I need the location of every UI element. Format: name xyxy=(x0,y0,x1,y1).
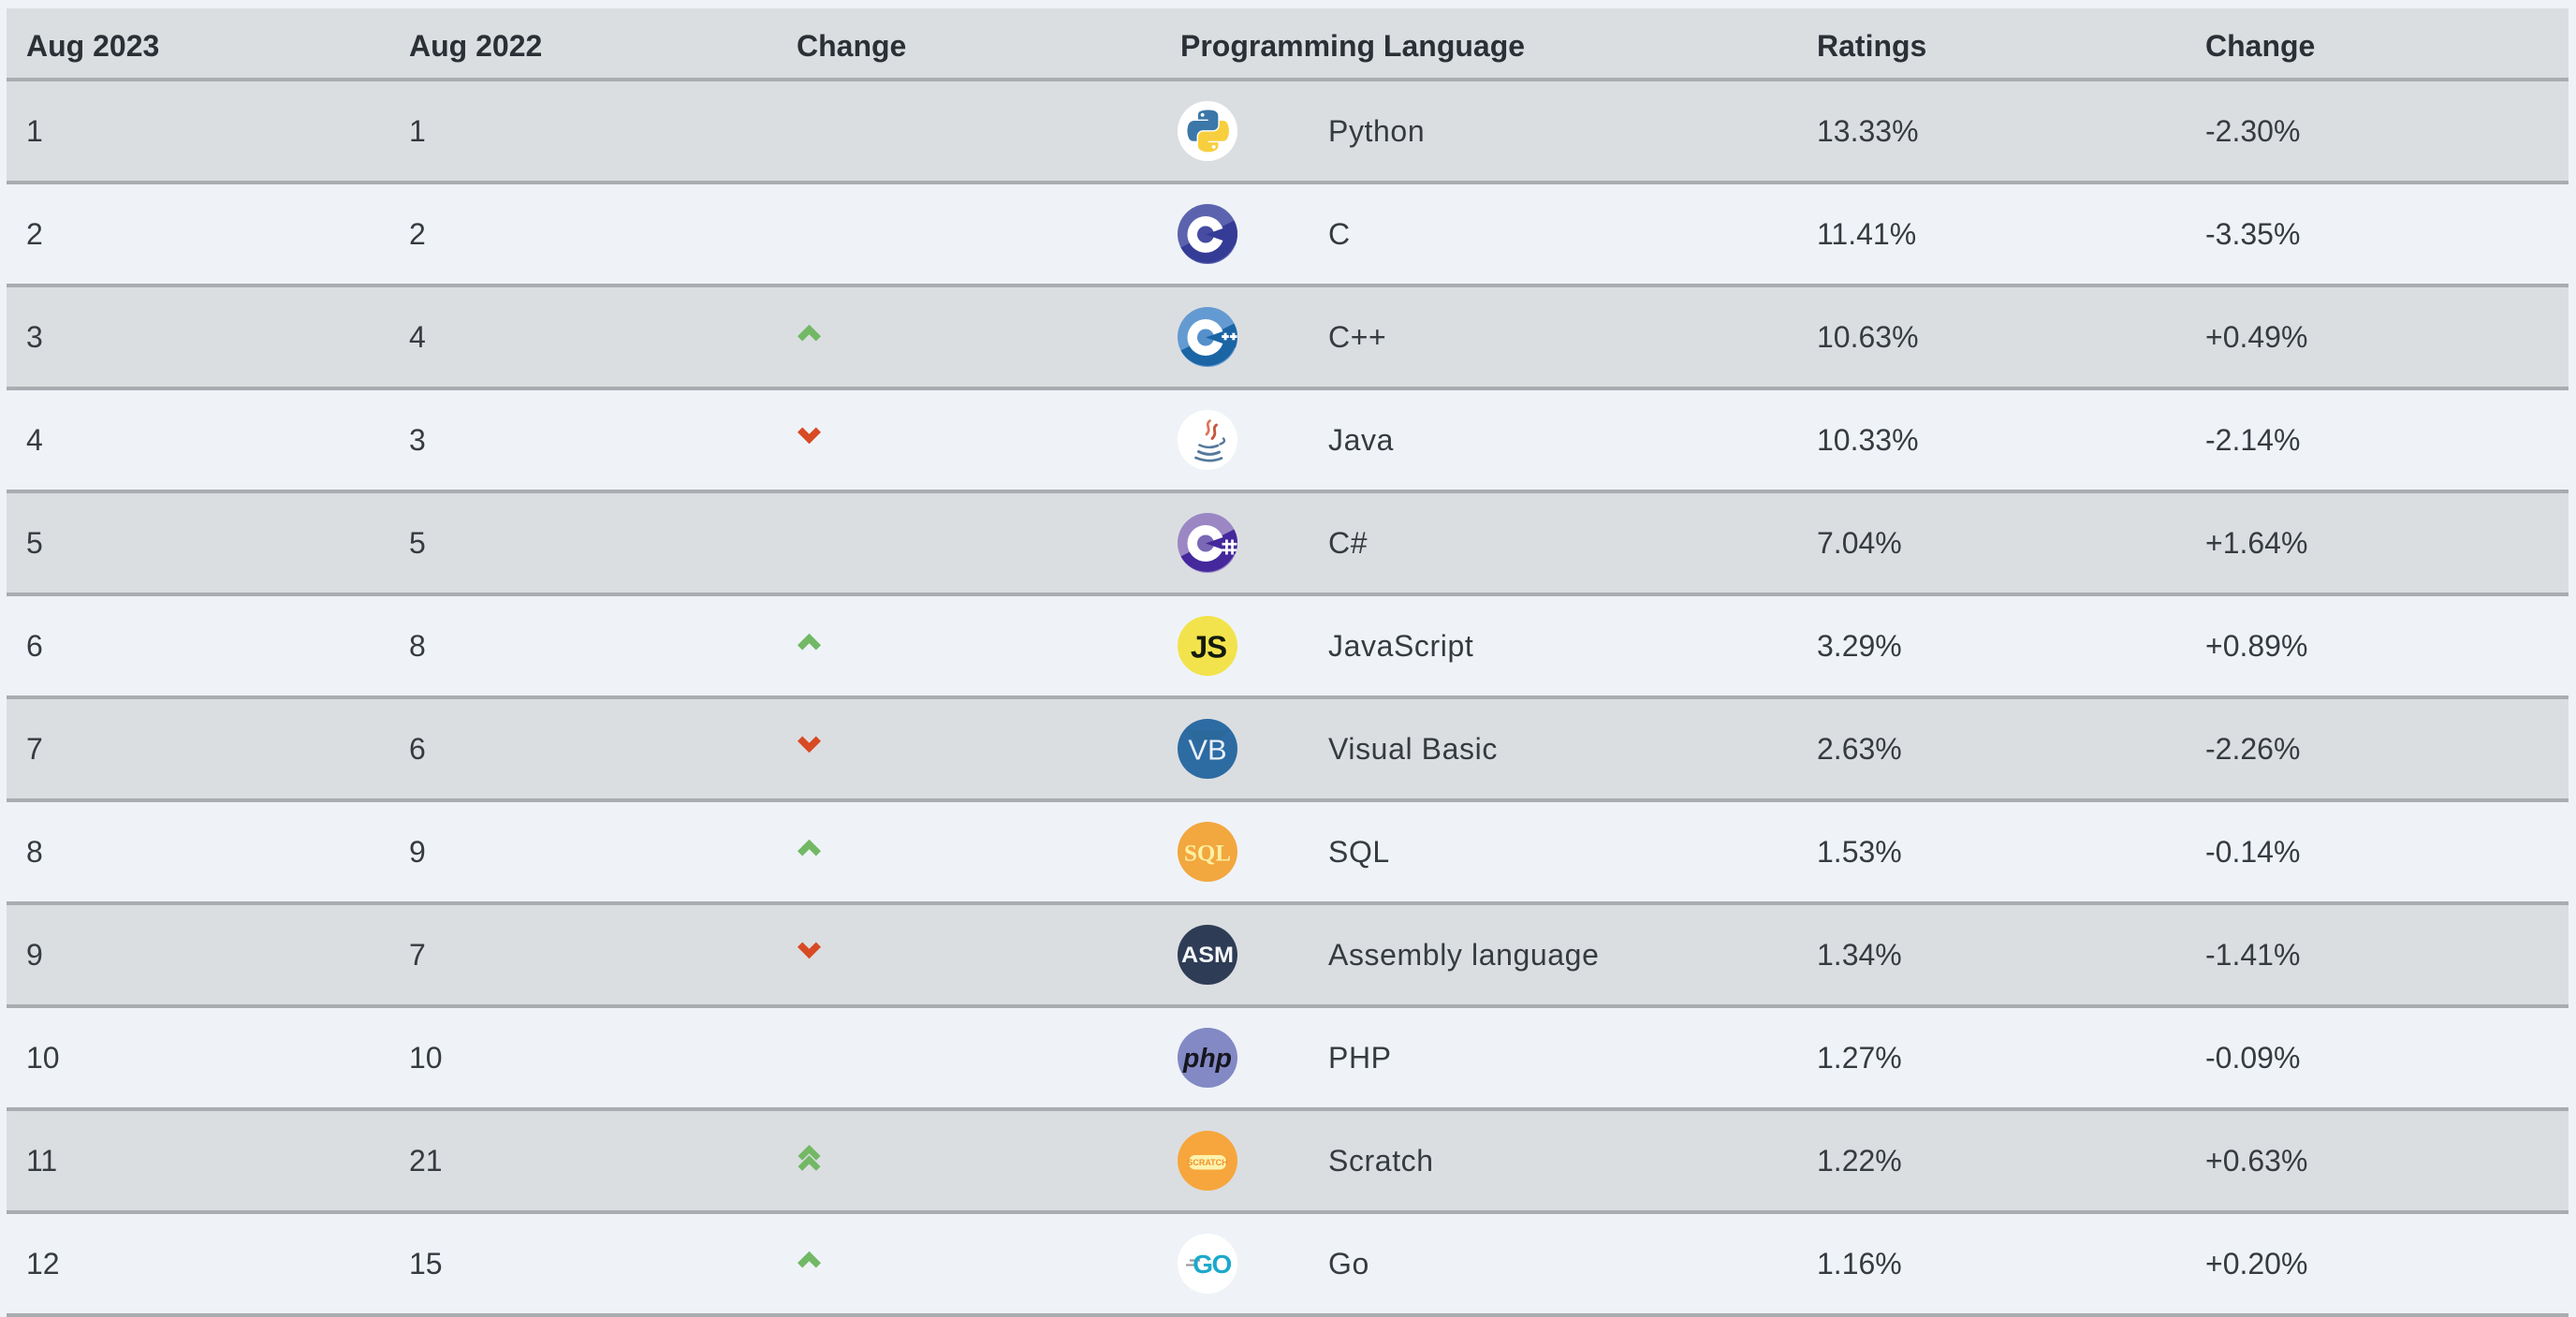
svg-text:GO: GO xyxy=(1193,1250,1231,1279)
svg-text:VB: VB xyxy=(1188,734,1226,767)
svg-text:SQL: SQL xyxy=(1184,841,1231,867)
svg-text:php: php xyxy=(1182,1044,1232,1074)
svg-text:SCRATCH: SCRATCH xyxy=(1187,1158,1227,1167)
svg-text:ASM: ASM xyxy=(1181,943,1234,968)
svg-text:JS: JS xyxy=(1191,630,1226,665)
